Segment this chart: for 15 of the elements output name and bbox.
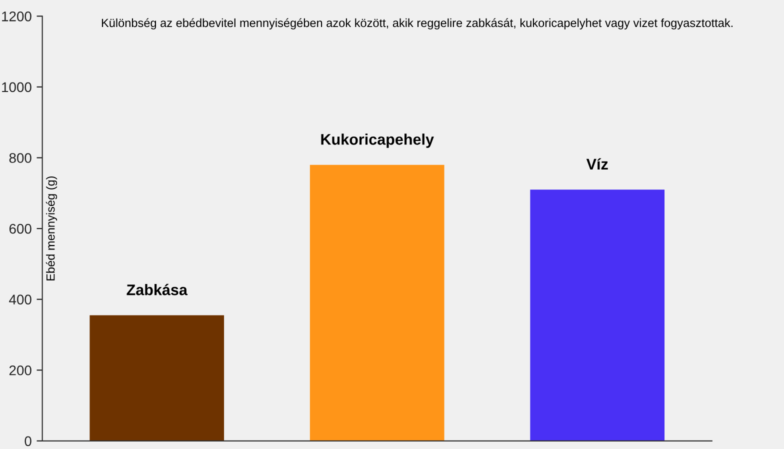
y-tick-label: 800: [9, 153, 32, 163]
bar: [90, 315, 224, 441]
bar: [530, 190, 665, 441]
y-tick-label: 600: [9, 224, 32, 234]
y-tick-label: 1000: [2, 82, 32, 92]
bar: [310, 164, 444, 441]
x-tick-label: Kukoricapehely: [321, 134, 434, 148]
y-tick-label: 400: [9, 294, 32, 305]
y-tick-label: 200: [9, 365, 32, 376]
x-tick-label: Zabkása: [126, 284, 188, 296]
y-axis-title: Ebéd mennyiség (g): [46, 176, 58, 280]
chart-title: Különbség az ebédbevitel mennyiségében azok között, akik reggelire zabkását, kukoricapelyhet vagy vizet fogyasztottak.: [102, 18, 733, 30]
y-tick-label: 0: [24, 436, 32, 446]
y-tick-label: 1200: [2, 12, 32, 22]
x-tick-label: Víz: [586, 158, 608, 170]
